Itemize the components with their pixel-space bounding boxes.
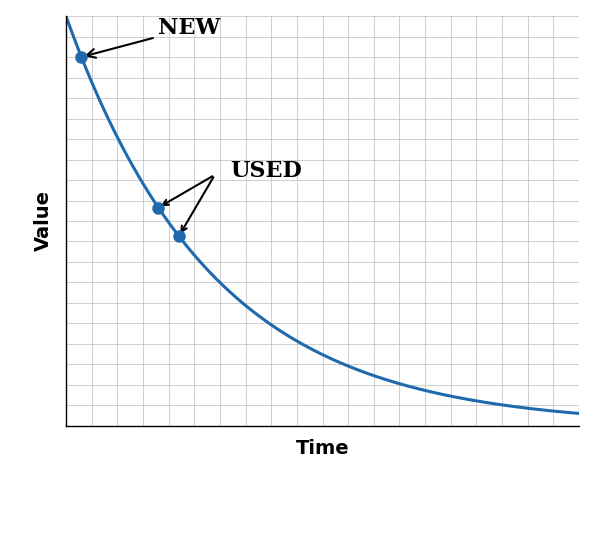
X-axis label: Time: Time xyxy=(296,439,349,458)
Y-axis label: Value: Value xyxy=(34,190,53,252)
Text: NEW: NEW xyxy=(86,17,221,58)
Text: USED: USED xyxy=(230,160,302,182)
Text: Loeb Appraisal:  Standard FLV Valuation Over Time: Loeb Appraisal: Standard FLV Valuation O… xyxy=(42,505,558,522)
